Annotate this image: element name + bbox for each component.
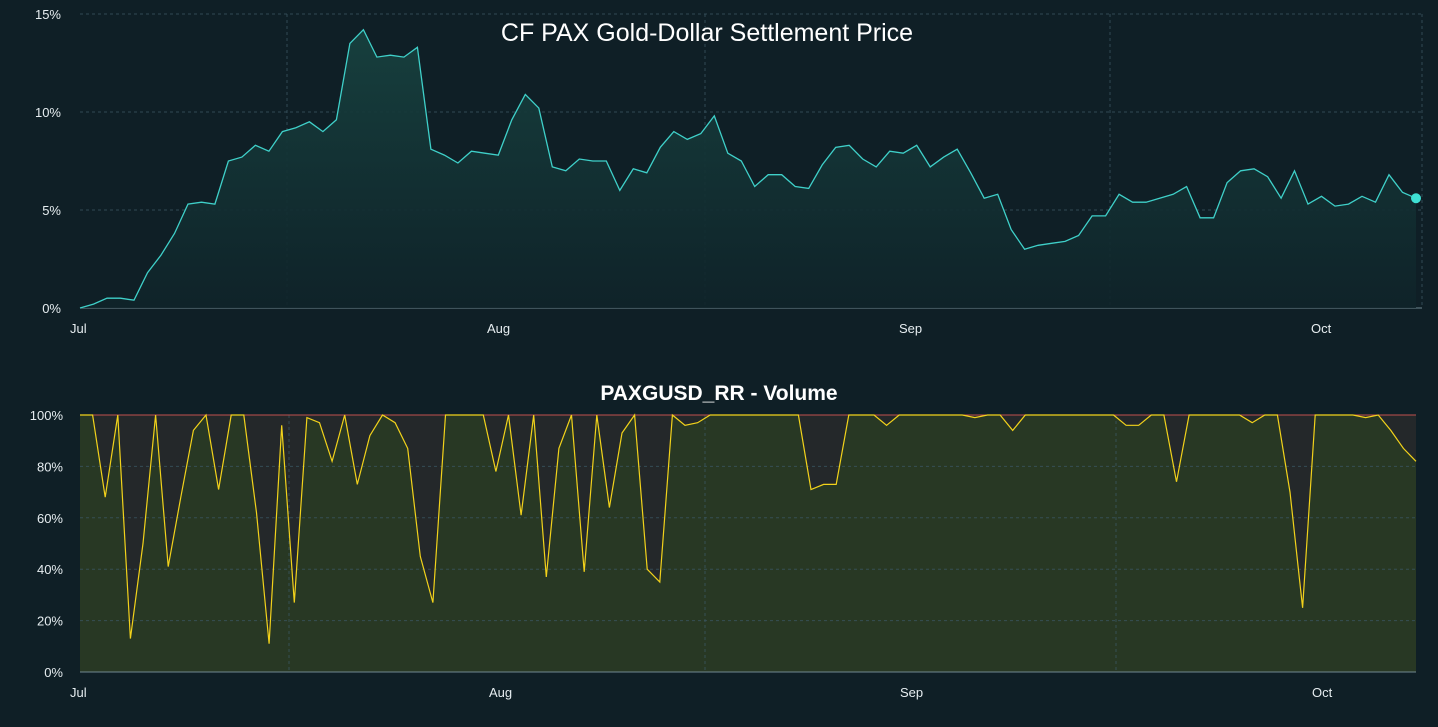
price-chart-title: CF PAX Gold-Dollar Settlement Price	[501, 19, 913, 47]
volume-chart-title: PAXGUSD_RR - Volume	[600, 382, 837, 405]
price-line	[79, 28, 1417, 309]
price-x-axis: Jul Aug Sep Oct	[70, 321, 1332, 336]
volume-chart-grid	[80, 415, 1416, 673]
volume-y-tick-label: 20%	[37, 614, 63, 629]
price-x-tick-label: Jul	[70, 321, 87, 336]
price-y-tick-label: 0%	[42, 301, 61, 316]
volume-y-tick-label: 40%	[37, 562, 63, 577]
price-y-tick-label: 5%	[42, 203, 61, 218]
volume-y-tick-label: 0%	[44, 665, 63, 680]
volume-x-tick-label: Aug	[489, 685, 512, 700]
price-y-tick-label: 10%	[35, 105, 61, 120]
price-y-tick-label: 15%	[35, 7, 61, 22]
volume-x-tick-label: Jul	[70, 685, 87, 700]
last-price-marker[interactable]	[1411, 193, 1421, 204]
price-x-tick-label: Aug	[487, 321, 510, 336]
volume-y-tick-label: 80%	[37, 459, 63, 474]
volume-x-axis: Jul Aug Sep Oct	[70, 685, 1333, 700]
price-chart: 0% 5% 10% 15% Jul Aug Sep Oct CF PAX Gold-Doll…	[35, 7, 1423, 336]
volume-area	[80, 415, 1416, 672]
volume-line	[80, 413, 1417, 644]
price-x-tick-label: Oct	[1311, 321, 1332, 336]
volume-y-tick-label: 60%	[37, 511, 63, 526]
price-x-tick-label: Sep	[899, 321, 922, 336]
volume-y-axis: 0% 20% 40% 60% 80% 100%	[30, 408, 64, 680]
volume-x-tick-label: Oct	[1312, 685, 1333, 700]
price-area	[80, 29, 1416, 308]
volume-x-tick-label: Sep	[900, 685, 923, 700]
volume-chart: 0% 20% 40% 60% 80% 100% Jul Aug Sep Oct PAXGUSD_…	[30, 382, 1417, 700]
price-y-axis: 0% 5% 10% 15%	[35, 7, 61, 316]
volume-y-tick-label: 100%	[30, 408, 64, 423]
